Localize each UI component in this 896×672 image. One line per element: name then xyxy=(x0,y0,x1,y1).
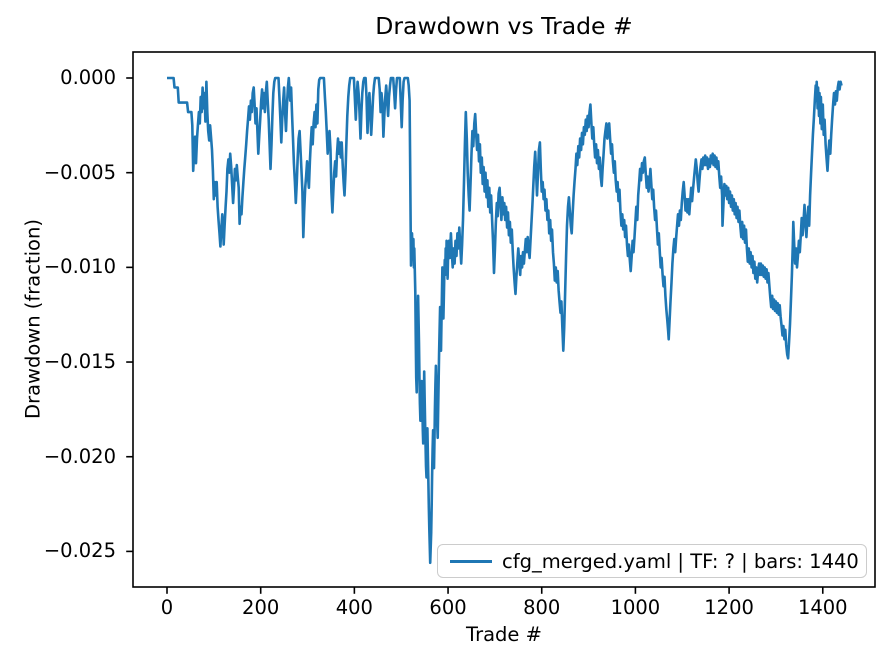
legend-line-sample xyxy=(450,559,492,563)
legend: cfg_merged.yaml | TF: ? | bars: 1440 xyxy=(437,544,867,578)
x-tick-label: 200 xyxy=(242,596,280,619)
x-tick-label: 1200 xyxy=(704,596,754,619)
y-tick-label: −0.025 xyxy=(43,539,116,563)
x-tick-label: 600 xyxy=(429,596,467,619)
legend-label: cfg_merged.yaml | TF: ? | bars: 1440 xyxy=(502,549,859,573)
x-tick-label: 1000 xyxy=(610,596,661,619)
y-axis-label: Drawdown (fraction) xyxy=(21,219,45,419)
y-tick-label: −0.020 xyxy=(43,444,116,468)
x-tick-label: 400 xyxy=(335,596,373,619)
axes-spines xyxy=(132,51,876,588)
x-tick-label: 1400 xyxy=(797,596,848,619)
x-tick-label: 800 xyxy=(523,596,561,619)
axis-ticks xyxy=(126,77,824,594)
y-tick-label: −0.015 xyxy=(43,350,116,374)
y-tick-label: −0.010 xyxy=(43,255,116,279)
x-tick-label: 0 xyxy=(160,596,174,619)
y-tick-label: −0.005 xyxy=(43,160,116,184)
y-tick-label: 0.000 xyxy=(60,65,116,89)
x-axis-label: Trade # xyxy=(466,623,542,646)
drawdown-line xyxy=(167,76,843,565)
chart-title: Drawdown vs Trade # xyxy=(375,12,633,40)
